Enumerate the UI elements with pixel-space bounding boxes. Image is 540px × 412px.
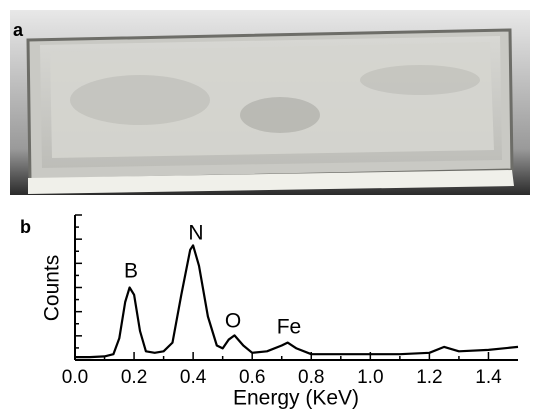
- x-tick-label: 1.2: [416, 367, 442, 388]
- x-tick-label: 0.4: [180, 367, 207, 388]
- photo: [10, 10, 530, 195]
- y-axis-label: Counts: [41, 255, 64, 322]
- panel-label: b: [20, 217, 31, 237]
- peak-label: O: [225, 310, 241, 333]
- x-tick-label: 0.0: [62, 367, 88, 388]
- peak-label: N: [188, 222, 203, 245]
- x-tick-label: 0.8: [298, 367, 324, 388]
- panel-label: a: [13, 20, 24, 40]
- x-tick-label: 0.6: [239, 367, 265, 388]
- figure: a b Counts Energy (KeV) 0.0 0.2 0.4 0.6 0.8 1…: [0, 0, 540, 412]
- spectrum-line: [75, 245, 518, 357]
- x-axis-label: Energy (KeV): [233, 387, 359, 410]
- x-tick-label: 1.0: [357, 367, 383, 388]
- peak-label: B: [124, 260, 138, 283]
- x-tick-label: 0.2: [121, 367, 147, 388]
- x-tick-label: 1.4: [475, 367, 502, 388]
- peak-label: Fe: [277, 316, 302, 339]
